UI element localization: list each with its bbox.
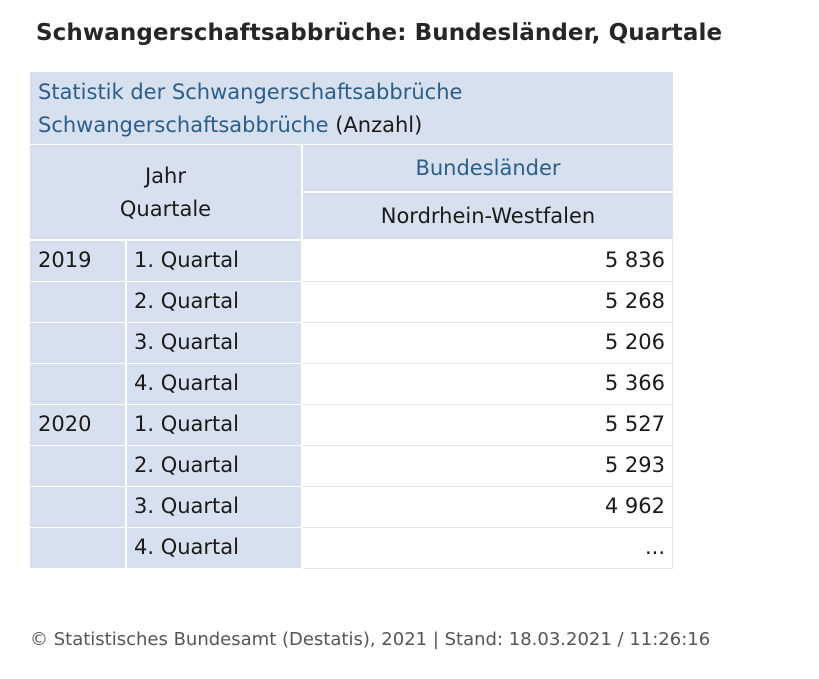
row-value: 5 366	[303, 364, 673, 405]
row-quarter: 4. Quartal	[127, 528, 301, 568]
row-quarter: 3. Quartal	[127, 487, 301, 527]
row-year	[30, 487, 125, 527]
row-value: 5 268	[303, 282, 673, 323]
row-quarter: 1. Quartal	[127, 405, 301, 445]
row-value: 5 206	[303, 323, 673, 364]
table-caption: Statistik der Schwangerschaftsabbrüche S…	[30, 72, 673, 144]
caption-statistic[interactable]: Statistik der Schwangerschaftsabbrüche	[38, 80, 463, 104]
row-year	[30, 528, 125, 568]
data-table: Statistik der Schwangerschaftsabbrüche S…	[30, 72, 673, 569]
row-value[interactable]: ...	[303, 528, 673, 569]
column-header: Nordrhein-Westfalen	[303, 193, 673, 239]
row-quarter: 3. Quartal	[127, 323, 301, 363]
row-value: 4 962	[303, 487, 673, 528]
row-value: 5 293	[303, 446, 673, 487]
row-quarter: 1. Quartal	[127, 241, 301, 281]
row-header-quarter: Quartale	[119, 197, 212, 221]
caption-variable: Schwangerschaftsabbrüche (Anzahl)	[38, 109, 673, 142]
row-quarter: 2. Quartal	[127, 282, 301, 322]
row-year: 2020	[30, 405, 125, 445]
row-value: 5 836	[303, 241, 673, 282]
row-value: 5 527	[303, 405, 673, 446]
row-year	[30, 446, 125, 486]
column-group-header[interactable]: Bundesländer	[303, 145, 673, 191]
row-quarter: 2. Quartal	[127, 446, 301, 486]
row-year	[30, 282, 125, 322]
row-year	[30, 323, 125, 363]
row-quarter: 4. Quartal	[127, 364, 301, 404]
footer-copyright: © Statistisches Bundesamt (Destatis), 20…	[30, 629, 711, 650]
page-title: Schwangerschaftsabbrüche: Bundesländer, …	[36, 20, 723, 46]
caption-unit: (Anzahl)	[335, 113, 423, 137]
caption-variable-link[interactable]: Schwangerschaftsabbrüche	[38, 113, 329, 137]
row-header: Jahr Quartale	[30, 145, 301, 239]
row-year	[30, 364, 125, 404]
row-header-year: Jahr	[144, 164, 186, 188]
row-year: 2019	[30, 241, 125, 281]
